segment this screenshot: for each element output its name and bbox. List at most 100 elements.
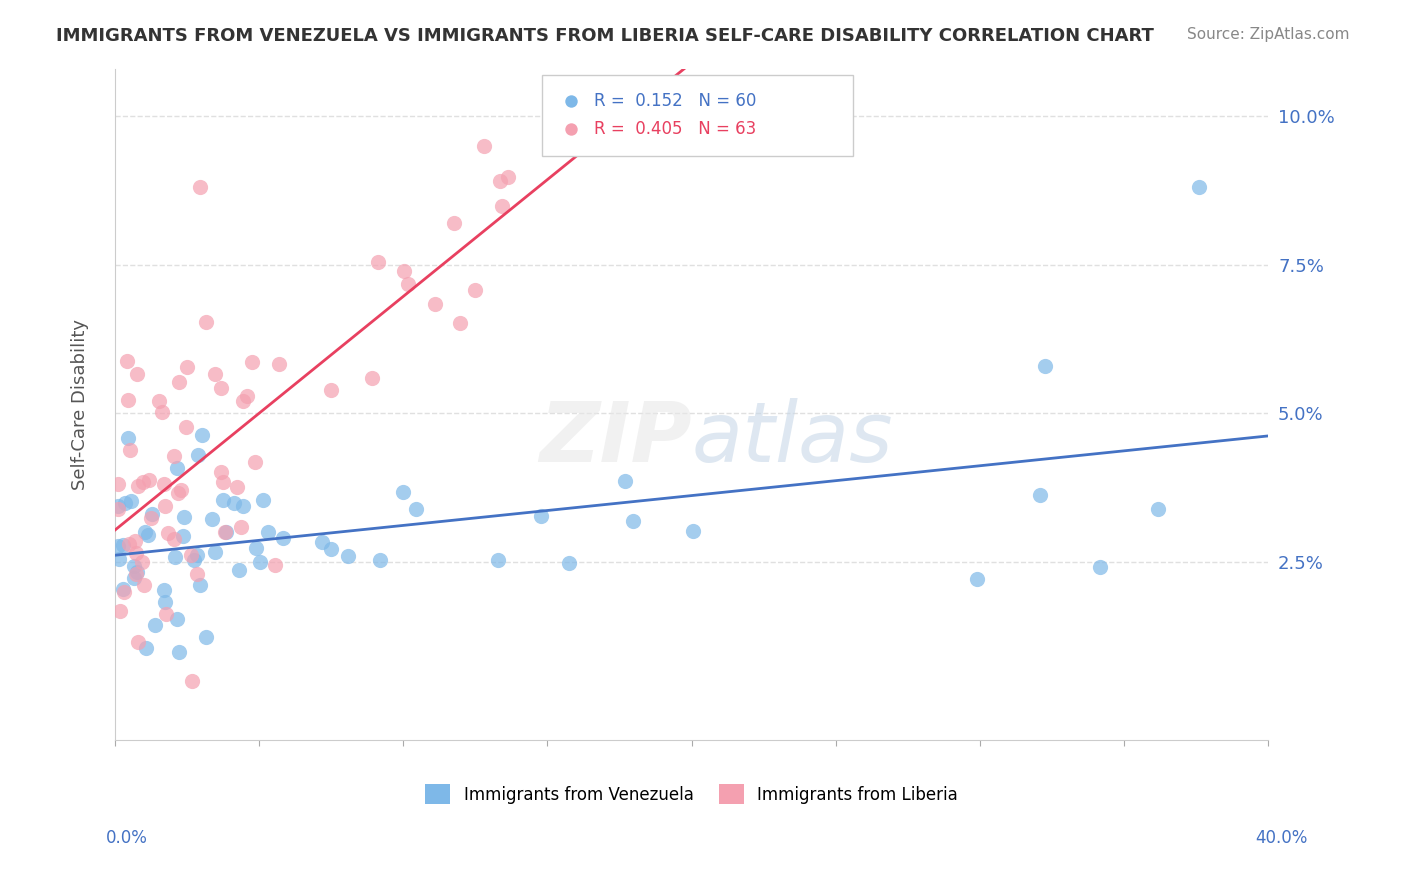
Point — [319, 384, 342, 398]
Point — [229, 520, 252, 534]
FancyBboxPatch shape — [541, 75, 853, 156]
Point — [530, 508, 553, 523]
Point — [443, 216, 465, 230]
Point — [143, 617, 166, 632]
Point — [155, 607, 177, 621]
Point — [367, 255, 389, 269]
Point — [111, 582, 134, 596]
Point — [449, 316, 471, 330]
Point — [486, 553, 509, 567]
Text: atlas: atlas — [692, 398, 893, 479]
Point — [163, 449, 186, 463]
Point — [209, 381, 232, 395]
Point — [209, 465, 232, 479]
Point — [120, 494, 142, 508]
Point — [107, 502, 129, 516]
Point — [148, 393, 170, 408]
Point — [131, 475, 153, 489]
Point — [122, 570, 145, 584]
Point — [117, 392, 139, 407]
Point — [188, 578, 211, 592]
Point — [180, 548, 202, 562]
Point — [225, 480, 247, 494]
Point — [621, 514, 644, 528]
Point — [156, 526, 179, 541]
Point — [1188, 180, 1211, 194]
Point — [264, 558, 287, 573]
Point — [176, 359, 198, 374]
Text: ZIP: ZIP — [538, 398, 692, 479]
Point — [167, 376, 190, 390]
Point — [232, 499, 254, 513]
Point — [236, 389, 259, 403]
Point — [132, 578, 155, 592]
Point — [153, 476, 176, 491]
Point — [405, 502, 427, 516]
Point — [245, 455, 267, 469]
Point — [195, 315, 218, 329]
Point — [186, 548, 208, 562]
Point — [163, 549, 186, 564]
Point — [491, 199, 513, 213]
Point — [311, 534, 333, 549]
Point — [122, 558, 145, 573]
Text: R =  0.152   N = 60: R = 0.152 N = 60 — [593, 92, 756, 110]
Point — [174, 420, 197, 434]
Point — [337, 549, 360, 564]
Point — [472, 138, 495, 153]
Legend: Immigrants from Venezuela, Immigrants from Liberia: Immigrants from Venezuela, Immigrants fr… — [418, 776, 966, 813]
Point — [498, 169, 520, 184]
Point — [173, 509, 195, 524]
Point — [966, 572, 988, 586]
Point — [127, 479, 149, 493]
Point — [134, 524, 156, 539]
Point — [125, 567, 148, 582]
Point — [682, 524, 704, 539]
Point — [558, 556, 581, 570]
Point — [125, 367, 148, 381]
Point — [249, 555, 271, 569]
Text: 0.0%: 0.0% — [105, 829, 148, 847]
Point — [245, 541, 267, 555]
Point — [392, 485, 415, 500]
Y-axis label: Self-Care Disability: Self-Care Disability — [72, 319, 89, 490]
Point — [153, 583, 176, 598]
Text: IMMIGRANTS FROM VENEZUELA VS IMMIGRANTS FROM LIBERIA SELF-CARE DISABILITY CORREL: IMMIGRANTS FROM VENEZUELA VS IMMIGRANTS … — [56, 27, 1154, 45]
Point — [211, 475, 233, 489]
Point — [124, 533, 146, 548]
Point — [125, 546, 148, 560]
Point — [488, 173, 510, 187]
Point — [425, 297, 447, 311]
Point — [201, 512, 224, 526]
Point — [188, 180, 211, 194]
Point — [194, 630, 217, 644]
Point — [108, 551, 131, 566]
Point — [120, 443, 142, 458]
Point — [115, 353, 138, 368]
Point — [114, 495, 136, 509]
Point — [191, 428, 214, 442]
Text: R =  0.405   N = 63: R = 0.405 N = 63 — [593, 120, 756, 138]
Text: 40.0%: 40.0% — [1256, 829, 1308, 847]
Point — [181, 673, 204, 688]
Point — [319, 541, 342, 556]
Point — [169, 483, 191, 497]
Point — [360, 371, 382, 385]
Point — [256, 524, 278, 539]
Point — [240, 355, 263, 369]
Point — [131, 555, 153, 569]
Point — [107, 499, 129, 513]
Point — [117, 431, 139, 445]
Point — [214, 524, 236, 539]
Point — [125, 565, 148, 579]
Point — [464, 283, 486, 297]
Point — [107, 539, 129, 553]
Point — [163, 532, 186, 546]
Point — [118, 537, 141, 551]
Point — [1029, 488, 1052, 502]
Point — [138, 473, 160, 487]
Point — [224, 496, 246, 510]
Point — [172, 529, 194, 543]
Point — [167, 645, 190, 659]
Point — [112, 585, 135, 599]
